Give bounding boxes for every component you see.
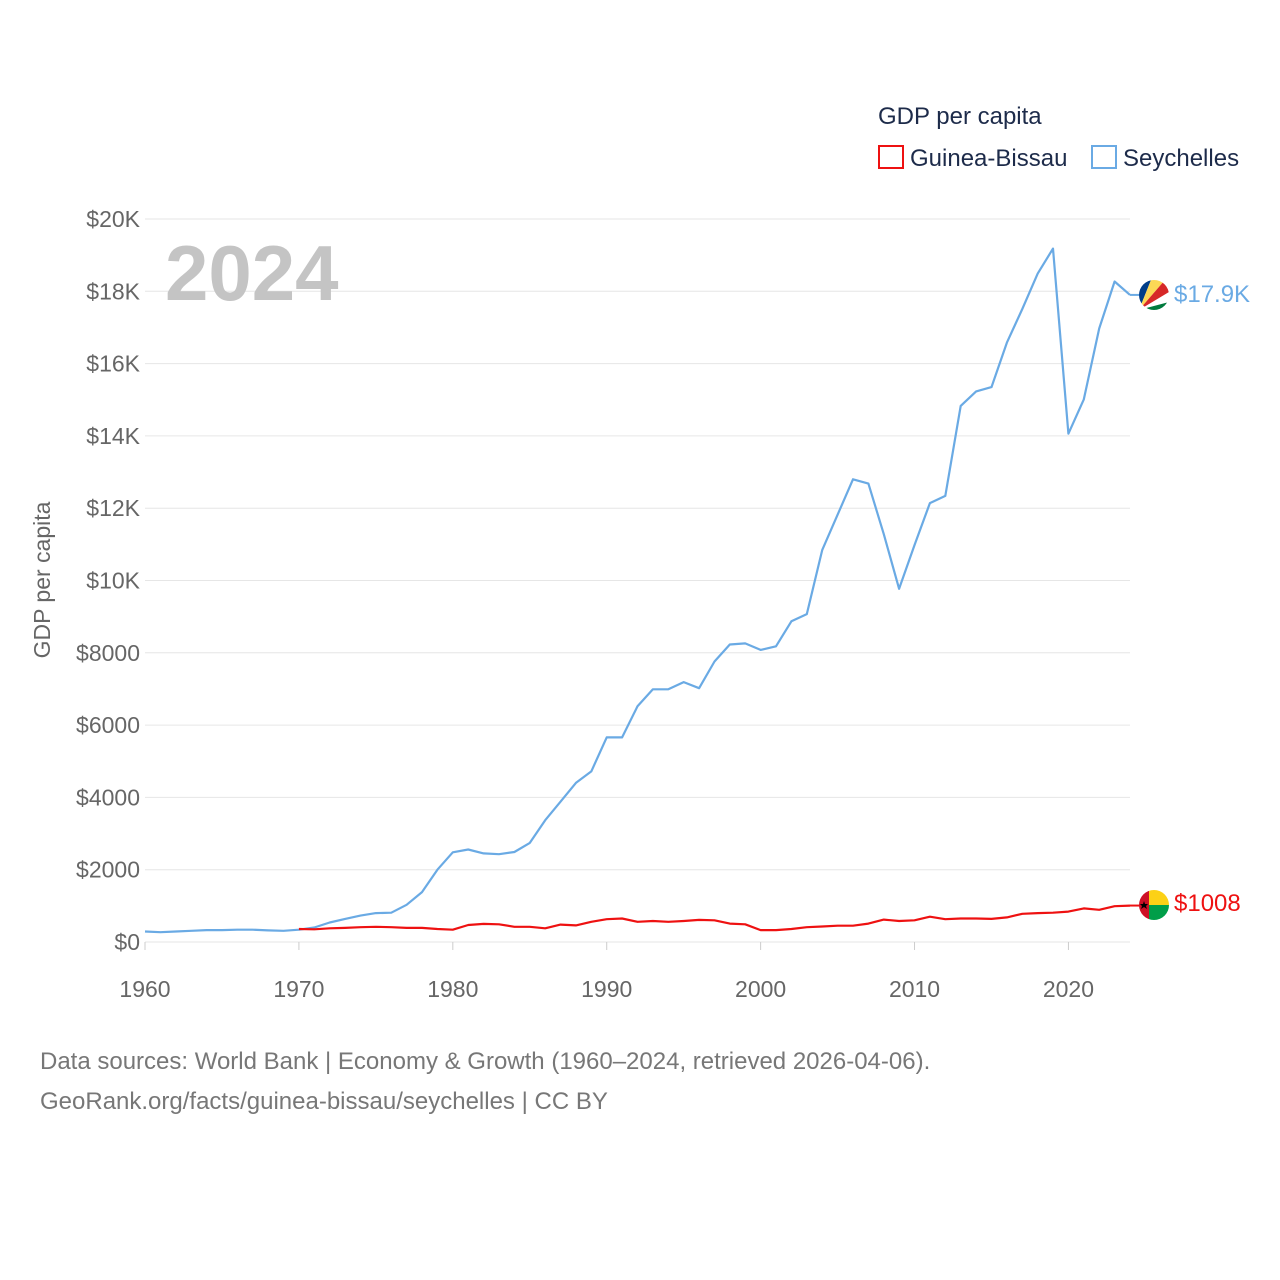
- y-tick-label: $18K: [86, 278, 140, 304]
- x-tick-label: 2010: [889, 976, 940, 1002]
- y-tick-label: $0: [114, 929, 140, 955]
- legend-swatch-guinea-bissau[interactable]: [878, 145, 904, 169]
- x-tick-label: 1980: [427, 976, 478, 1002]
- x-tick-label: 2000: [735, 976, 786, 1002]
- guinea-bissau-flag-icon: [1139, 890, 1169, 920]
- footer-sources: Data sources: World Bank | Economy & Gro…: [40, 1048, 931, 1075]
- legend: GDP per capita Guinea-Bissau Seychelles: [878, 103, 1239, 172]
- seychelles-flag-icon: [1139, 280, 1169, 310]
- year-label: 2024: [165, 229, 339, 317]
- series-layer: [144, 247, 1140, 934]
- y-tick-label: $16K: [86, 351, 140, 377]
- y-tick-label: $8000: [76, 640, 140, 666]
- series-line-guinea-bissau[interactable]: [298, 904, 1131, 932]
- y-tick-label: $14K: [86, 423, 140, 449]
- y-tick-label: $6000: [76, 712, 140, 738]
- y-tick-label: $2000: [76, 857, 140, 883]
- legend-title: GDP per capita: [878, 103, 1042, 130]
- y-tick-label: $20K: [86, 206, 140, 232]
- end-label-guinea-bissau: $1008: [1174, 890, 1241, 917]
- legend-label-seychelles[interactable]: Seychelles: [1123, 145, 1239, 172]
- x-tick-label: 1990: [581, 976, 632, 1002]
- x-tick-label: 1970: [273, 976, 324, 1002]
- y-tick-label: $12K: [86, 495, 140, 521]
- y-tick-label: $10K: [86, 568, 140, 594]
- grid-lines: [145, 218, 1130, 943]
- x-tick-label: 2020: [1043, 976, 1094, 1002]
- x-tick-label: 1960: [119, 976, 170, 1002]
- series-line-seychelles[interactable]: [144, 247, 1131, 934]
- x-axis: 1960 1970 1980 1990 2000 2010 2020: [119, 942, 1094, 1002]
- footer: Data sources: World Bank | Economy & Gro…: [40, 1042, 930, 1122]
- end-label-seychelles: $17.9K: [1174, 281, 1250, 308]
- y-axis-title: GDP per capita: [29, 501, 55, 658]
- y-axis: $0 $2000 $4000 $6000 $8000 $10K $12K $14K $16K $1…: [76, 206, 141, 955]
- legend-label-guinea-bissau[interactable]: Guinea-Bissau: [910, 145, 1067, 172]
- legend-swatch-seychelles[interactable]: [1091, 145, 1117, 169]
- footer-attribution[interactable]: GeoRank.org/facts/guinea-bissau/seychell…: [40, 1088, 608, 1115]
- y-tick-label: $4000: [76, 784, 140, 810]
